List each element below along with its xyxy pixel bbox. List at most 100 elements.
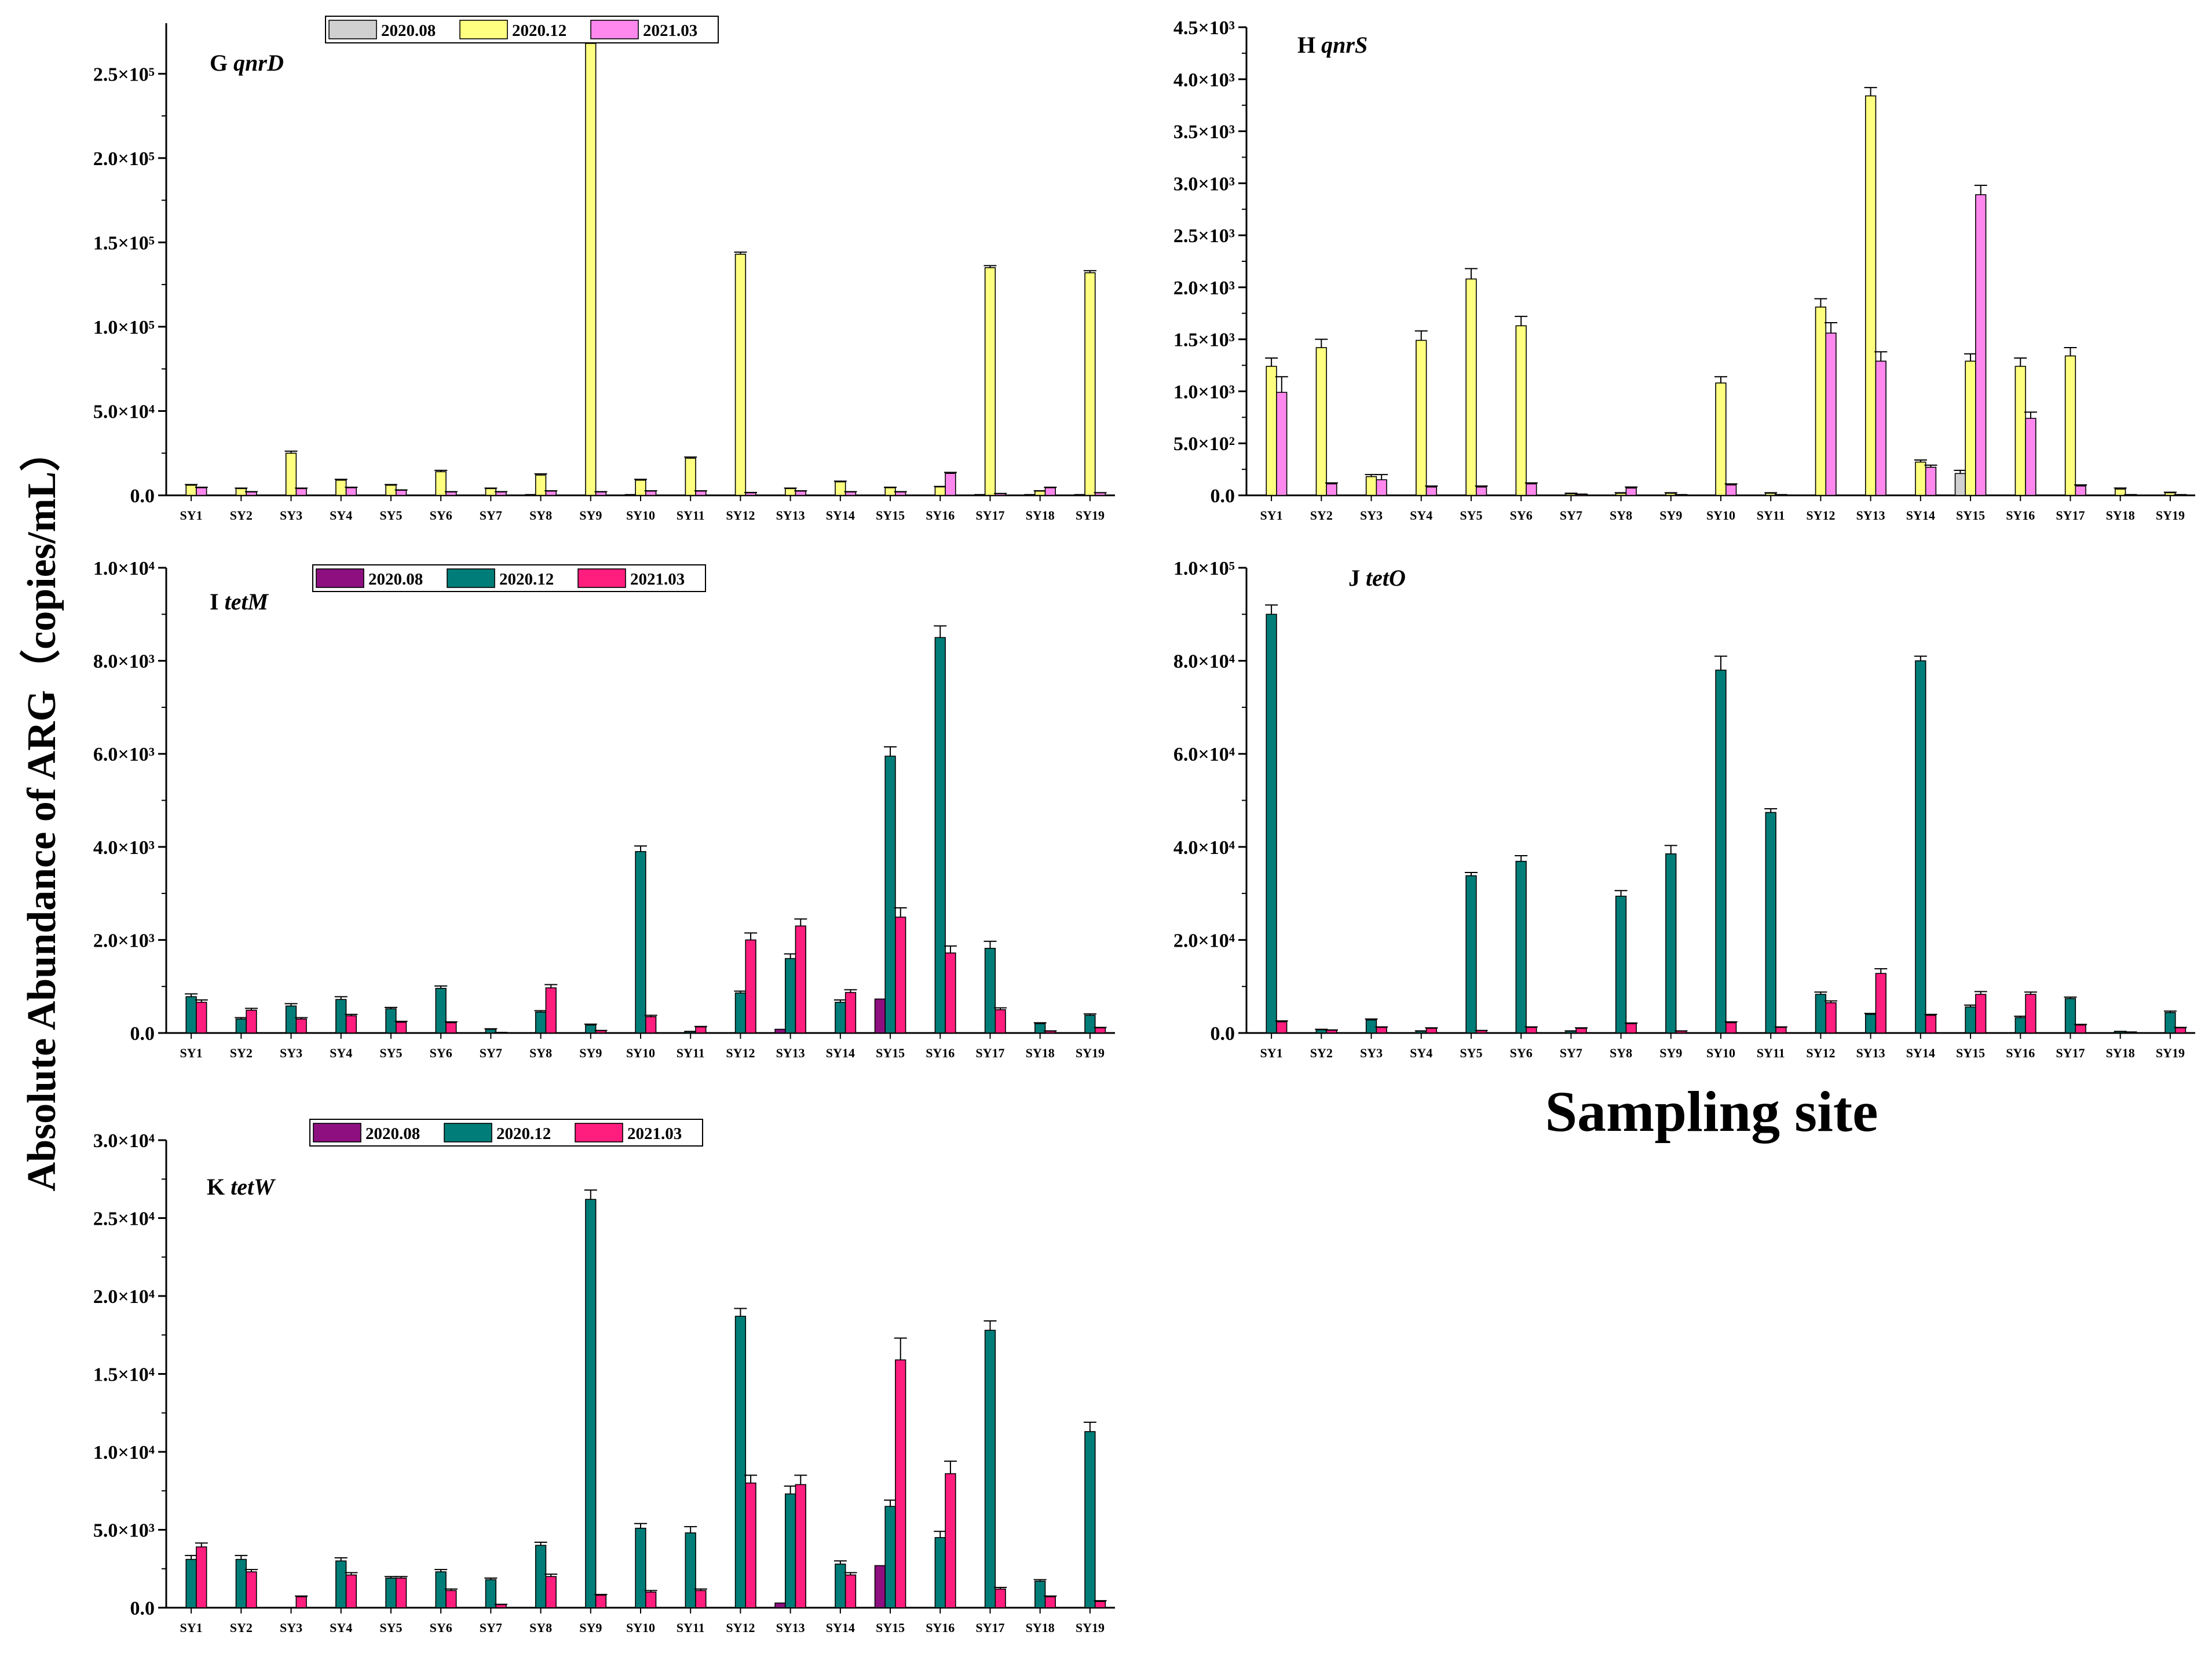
- bar: [2115, 488, 2126, 496]
- gene-name: tetM: [225, 589, 269, 615]
- bar: [335, 480, 347, 496]
- y-axis-title: Absolute Abundance of ARG（copies/mL）: [19, 431, 64, 1192]
- x-tick-label: SY10: [1706, 508, 1735, 523]
- x-tick-label: SY4: [1410, 1046, 1432, 1060]
- bar: [1665, 492, 1677, 496]
- bar: [1625, 487, 1637, 496]
- bar: [784, 958, 796, 1034]
- bar: [874, 1565, 886, 1608]
- bar: [495, 1604, 507, 1608]
- x-tick-label: SY15: [1956, 1046, 1985, 1060]
- y-tick-label: 2.0×10⁴: [1173, 930, 1235, 951]
- bar: [895, 491, 906, 496]
- x-tick-label: SY1: [1260, 1046, 1283, 1060]
- x-tick-label: SY12: [726, 1046, 755, 1060]
- x-tick-label: SY13: [776, 1046, 805, 1060]
- bar: [2165, 492, 2176, 496]
- x-tick-label: SY14: [1906, 508, 1935, 523]
- x-tick-label: SY7: [480, 508, 502, 523]
- x-tick-label: SY19: [1076, 1046, 1105, 1060]
- bar: [695, 490, 707, 496]
- bar: [2064, 998, 2076, 1034]
- bar: [1276, 1021, 1288, 1034]
- x-tick-label: SY17: [975, 1620, 1004, 1635]
- x-tick-label: SY15: [876, 1620, 905, 1635]
- x-tick-label: SY18: [1026, 508, 1055, 523]
- x-tick-label: SY1: [180, 1046, 203, 1060]
- legend-box: [325, 16, 719, 43]
- bar: [895, 917, 906, 1034]
- x-tick-label: SY18: [2106, 508, 2135, 523]
- y-tick-label: 1.0×10³: [1173, 381, 1235, 403]
- bar: [695, 1026, 707, 1034]
- bar: [874, 998, 886, 1034]
- x-tick-label: SY12: [1806, 508, 1835, 523]
- bar: [185, 996, 197, 1034]
- x-tick-label: SY19: [1076, 1620, 1105, 1635]
- panel-letter: H: [1297, 32, 1321, 58]
- bar: [585, 1199, 597, 1608]
- bar: [545, 987, 557, 1034]
- y-tick-label: 2.5×10⁴: [93, 1209, 155, 1230]
- bar: [884, 487, 896, 496]
- panel-letter: K: [207, 1174, 231, 1200]
- bar: [1475, 1030, 1487, 1034]
- y-tick-label: 5.0×10³: [93, 1520, 155, 1542]
- x-tick-label: SY11: [1757, 508, 1785, 523]
- bar: [2174, 1027, 2187, 1034]
- bar: [745, 939, 756, 1034]
- bar: [984, 1330, 996, 1608]
- legend-swatch: [444, 1123, 492, 1142]
- bar: [945, 1473, 956, 1608]
- bar: [1266, 366, 1277, 496]
- bar: [2075, 485, 2086, 496]
- y-tick-label: 8.0×10⁴: [1173, 651, 1235, 673]
- bar: [884, 1506, 896, 1608]
- y-tick-label: 2.0×10³: [93, 930, 155, 951]
- x-tick-label: SY13: [776, 508, 805, 523]
- bar: [295, 1596, 307, 1608]
- bar: [445, 1022, 457, 1034]
- panel-letter: J: [1348, 565, 1366, 591]
- x-tick-label: SY19: [2156, 508, 2185, 523]
- x-tick-label: SY5: [379, 508, 402, 523]
- x-tick-label: SY5: [1460, 508, 1482, 523]
- gene-name: tetW: [231, 1174, 276, 1200]
- legend-swatch: [575, 1123, 623, 1142]
- x-tick-label: SY15: [1956, 508, 1985, 523]
- bar: [395, 1578, 407, 1608]
- y-tick-label: 4.0×10³: [1173, 70, 1235, 91]
- x-tick-label: SY17: [975, 508, 1004, 523]
- bar: [1034, 1580, 1046, 1608]
- bar: [784, 1493, 796, 1608]
- bar: [1965, 1006, 1976, 1034]
- x-tick-label: SY4: [330, 1620, 352, 1635]
- bar: [1526, 483, 1537, 496]
- x-tick-label: SY1: [1260, 508, 1283, 523]
- bar: [1715, 669, 1727, 1034]
- x-tick-label: SY17: [2056, 508, 2085, 523]
- bar: [734, 253, 747, 496]
- bar: [485, 1028, 497, 1034]
- x-tick-label: SY13: [1856, 508, 1885, 523]
- x-tick-label: SY7: [1560, 508, 1582, 523]
- y-tick-label: 0.0: [130, 485, 155, 507]
- bar: [844, 1574, 857, 1608]
- bar: [734, 1316, 747, 1608]
- legend-label: 2020.08: [368, 570, 423, 589]
- y-tick-label: 8.0×10³: [93, 651, 155, 673]
- bar: [1376, 1027, 1387, 1034]
- x-tick-label: SY12: [726, 1620, 755, 1635]
- x-tick-label: SY7: [480, 1620, 502, 1635]
- y-tick-label: 0.0: [130, 1598, 155, 1619]
- y-tick-label: 3.5×10³: [1173, 122, 1235, 143]
- y-tick-label: 2.5×10³: [1173, 225, 1235, 247]
- x-tick-label: SY19: [2156, 1046, 2185, 1060]
- bar: [1094, 1601, 1106, 1608]
- bar: [1775, 1027, 1787, 1034]
- y-tick-label: 2.0×10⁴: [93, 1286, 155, 1308]
- x-tick-label: SY19: [1076, 508, 1105, 523]
- x-tick-label: SY18: [1026, 1620, 1055, 1635]
- x-tick-label: SY2: [1310, 1046, 1333, 1060]
- x-tick-label: SY5: [379, 1620, 402, 1635]
